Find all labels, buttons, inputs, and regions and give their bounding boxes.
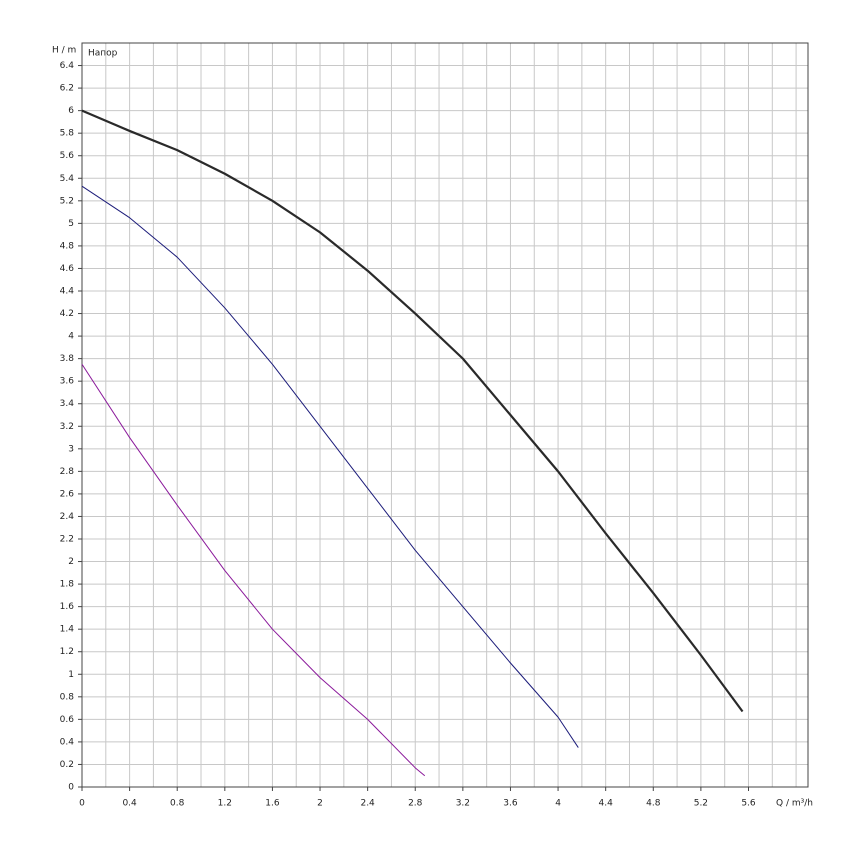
y-tick-label: 6.4 [60, 61, 75, 71]
y-tick-label: 5.8 [60, 129, 75, 139]
y-tick-label: 4.8 [60, 241, 75, 251]
curve [81, 109, 744, 713]
x-tick-label: 4.8 [646, 799, 661, 809]
curve [81, 364, 426, 777]
y-tick-label: 3.2 [60, 422, 74, 432]
y-tick-label: 4.6 [60, 264, 75, 274]
y-tick-label: 6 [68, 106, 74, 116]
x-tick-label: 2.8 [408, 799, 423, 809]
y-tick-label: 2.4 [60, 512, 75, 522]
x-tick-label: 5.2 [694, 799, 708, 809]
y-tick-label: 1.4 [60, 625, 75, 635]
y-tick-label: 5 [68, 219, 74, 229]
x-tick-label: 0.8 [170, 799, 185, 809]
y-tick-label: 0 [68, 783, 74, 793]
x-axis-label: Q / m³/h [776, 799, 813, 809]
x-tick-label: 4 [555, 799, 561, 809]
y-tick-label: 1.2 [60, 647, 74, 657]
x-tick-label: 2.4 [360, 799, 375, 809]
y-tick-label: 5.4 [60, 174, 75, 184]
y-tick-label: 0.4 [60, 737, 75, 747]
x-tick-label: 3.2 [456, 799, 470, 809]
y-tick-label: 5.2 [60, 196, 74, 206]
annotation: Напор [88, 49, 118, 59]
x-tick-label: 0.4 [122, 799, 137, 809]
x-tick-label: 4.4 [599, 799, 614, 809]
x-tick-label: 5.6 [741, 799, 756, 809]
x-tick-label: 0 [79, 799, 85, 809]
y-tick-label: 1 [68, 670, 74, 680]
y-tick-label: 5.6 [60, 151, 75, 161]
y-tick-label: 6.2 [60, 84, 74, 94]
y-tick-label: 1.6 [60, 602, 75, 612]
y-tick-label: 3 [68, 444, 74, 454]
plot-frame [81, 42, 809, 788]
y-tick-label: 0.6 [60, 715, 75, 725]
y-tick-label: 3.6 [60, 377, 75, 387]
y-tick-label: 3.8 [60, 354, 75, 364]
y-tick-label: 3.4 [60, 399, 75, 409]
x-tick-label: 2 [317, 799, 323, 809]
y-tick-label: 0.8 [60, 692, 75, 702]
x-tick-label: 3.6 [503, 799, 518, 809]
y-tick-label: 2.2 [60, 535, 74, 545]
y-tick-label: 4.2 [60, 309, 74, 319]
curve [81, 185, 579, 748]
y-tick-label: 4 [68, 332, 74, 342]
y-tick-label: 0.2 [60, 760, 74, 770]
x-tick-label: 1.2 [218, 799, 232, 809]
x-tick-label: 1.6 [265, 799, 280, 809]
y-tick-label: 1.8 [60, 580, 75, 590]
y-axis-label: H / m [52, 46, 76, 56]
y-tick-label: 2 [68, 557, 74, 567]
y-tick-label: 2.8 [60, 467, 75, 477]
y-tick-label: 2.6 [60, 489, 75, 499]
y-tick-label: 4.4 [60, 287, 75, 297]
